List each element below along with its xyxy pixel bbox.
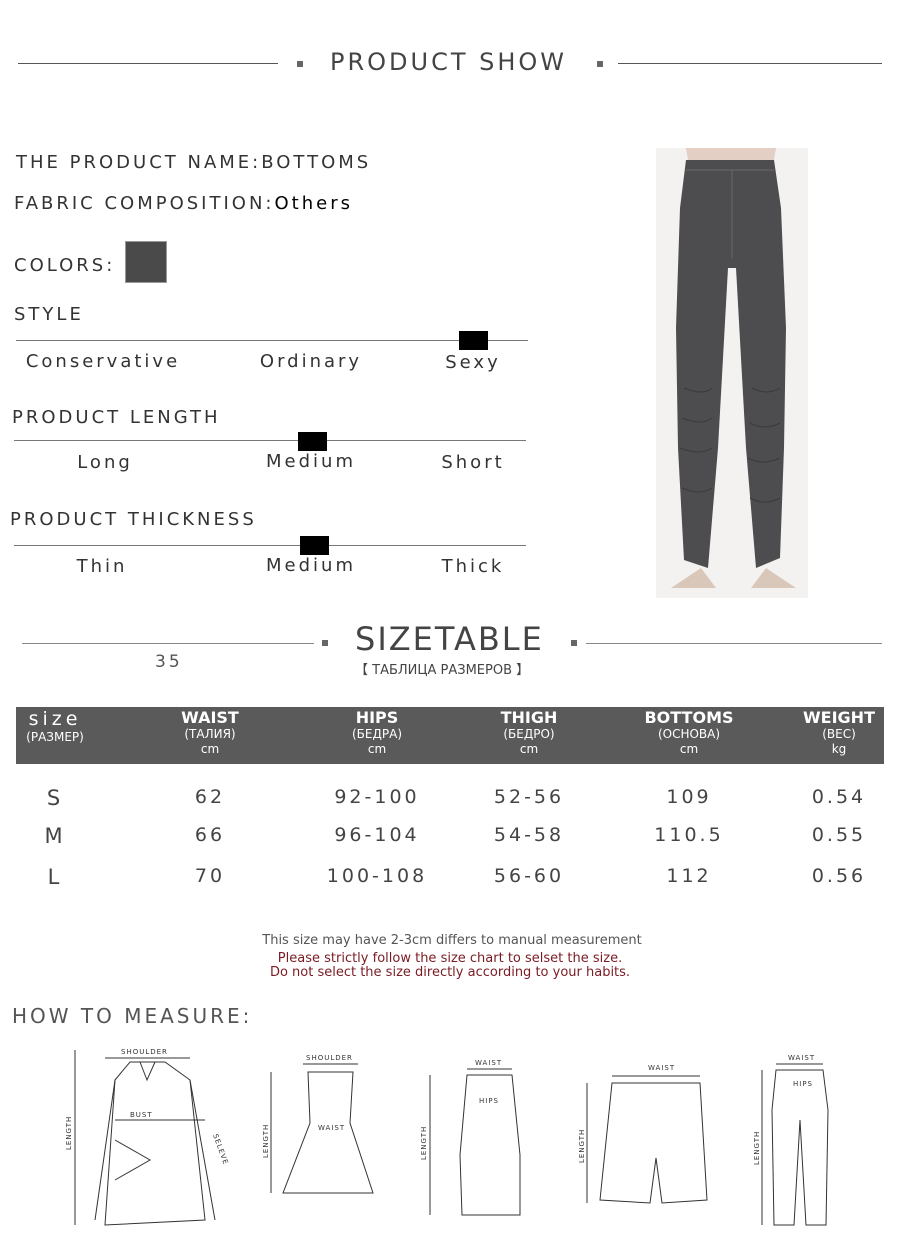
skirt-diagram: WAIST HIPS LENGTH (420, 1059, 521, 1216)
table-cell: 66 (194, 824, 226, 846)
column-header-thigh: THIGH (БЕДРО) cm (500, 708, 558, 756)
fabric-value: Others (274, 193, 353, 214)
shoulder-label: SHOULDER (306, 1054, 353, 1062)
size-cell: S (46, 786, 64, 810)
style-scale-line (16, 340, 528, 341)
size-cell: L (47, 865, 63, 889)
table-cell: 96-104 (334, 824, 420, 846)
style-marker (459, 331, 488, 350)
waist-label: WAIST (318, 1124, 345, 1132)
length-label: LENGTH (753, 1131, 761, 1165)
column-header-bottoms: BOTTOMS (ОСНОВА) cm (644, 708, 734, 756)
fabric-row: FABRIC COMPOSITION:Others (14, 193, 353, 214)
length-option: Short (441, 452, 505, 473)
note-warning-line: Do not select the size directly accordin… (269, 965, 631, 980)
thickness-marker (300, 536, 329, 555)
bust-label: BUST (130, 1111, 153, 1119)
page-title: PRODUCT SHOW (330, 48, 568, 76)
sleeve-label: SELEVE (211, 1133, 230, 1166)
hips-label: HIPS (479, 1097, 499, 1105)
length-option: Long (77, 452, 133, 473)
product-name-label: THE PRODUCT NAME: (16, 152, 262, 173)
table-cell: 54-58 (493, 824, 565, 846)
thickness-option: Thick (441, 556, 505, 577)
table-cell: 70 (194, 865, 226, 887)
table-cell: 110.5 (654, 824, 724, 846)
length-label: LENGTH (262, 1124, 270, 1158)
divider (586, 643, 882, 644)
sizetable-subtitle: 【 ТАБЛИЦА РАЗМЕРОВ 】 (355, 663, 530, 678)
column-header-hips: HIPS (БЕДРА) cm (352, 708, 402, 756)
how-to-measure-title: HOW TO MEASURE: (12, 1004, 253, 1028)
note-measurement: This size may have 2-3cm differs to manu… (262, 933, 642, 948)
divider (18, 63, 278, 64)
thickness-title: PRODUCT THICKNESS (10, 509, 257, 530)
fabric-label: FABRIC COMPOSITION: (14, 193, 275, 214)
waist-label: WAIST (475, 1059, 502, 1067)
divider-dot (297, 61, 303, 67)
table-cell: 0.56 (811, 865, 867, 887)
style-title: STYLE (14, 304, 84, 325)
sizetable-number: 35 (155, 652, 183, 672)
table-cell: 92-100 (334, 786, 420, 808)
table-header (16, 707, 884, 764)
waist-label: WAIST (648, 1064, 675, 1072)
size-cell: M (44, 824, 66, 848)
length-marker (298, 432, 327, 451)
hips-label: HIPS (793, 1080, 813, 1088)
jacket-diagram: SHOULDER BUST LENGTH SELEVE (65, 1048, 230, 1226)
product-name-value: BOTTOMS (261, 152, 372, 173)
thickness-option: Medium (266, 555, 356, 576)
length-label: LENGTH (578, 1129, 586, 1163)
style-option: Conservative (25, 351, 181, 372)
color-swatch[interactable] (125, 241, 167, 283)
pants-diagram: WAIST HIPS LENGTH (753, 1054, 829, 1226)
divider (618, 63, 882, 64)
length-label: LENGTH (420, 1126, 428, 1160)
style-option: Ordinary (259, 351, 363, 372)
note-warning-line: Please strictly follow the size chart to… (277, 951, 623, 966)
style-option: Sexy (445, 352, 501, 373)
divider-dot (571, 640, 577, 646)
divider-dot (597, 61, 603, 67)
product-photo (656, 148, 808, 598)
shorts-diagram: WAIST LENGTH (578, 1064, 708, 1204)
column-header-waist: WAIST (ТАЛИЯ) cm (181, 708, 239, 756)
sizetable-title: SIZETABLE (355, 620, 544, 658)
colors-label: COLORS: (14, 255, 116, 276)
length-scale-line (14, 440, 526, 441)
table-cell: 56-60 (493, 865, 565, 887)
thickness-scale-line (14, 545, 526, 546)
table-cell: 62 (194, 786, 226, 808)
shoulder-label: SHOULDER (121, 1048, 168, 1056)
column-header-size: size (РАЗМЕР) (26, 708, 84, 744)
product-name-row: THE PRODUCT NAME:BOTTOMS (16, 152, 371, 173)
column-header-weight: WEIGHT (ВЕС) kg (803, 708, 875, 756)
table-cell: 52-56 (493, 786, 565, 808)
dress-diagram: SHOULDER WAIST LENGTH (262, 1054, 374, 1194)
note-warning: Please strictly follow the size chart to… (0, 952, 900, 980)
table-cell: 0.54 (811, 786, 867, 808)
table-cell: 109 (666, 786, 712, 808)
thickness-option: Thin (76, 556, 128, 577)
length-option: Medium (266, 451, 356, 472)
length-label: LENGTH (65, 1116, 73, 1150)
length-title: PRODUCT LENGTH (12, 407, 221, 428)
divider-dot (322, 640, 328, 646)
divider (22, 643, 314, 644)
table-cell: 112 (666, 865, 712, 887)
table-cell: 100-108 (326, 865, 428, 887)
waist-label: WAIST (788, 1054, 815, 1062)
table-cell: 0.55 (811, 824, 867, 846)
